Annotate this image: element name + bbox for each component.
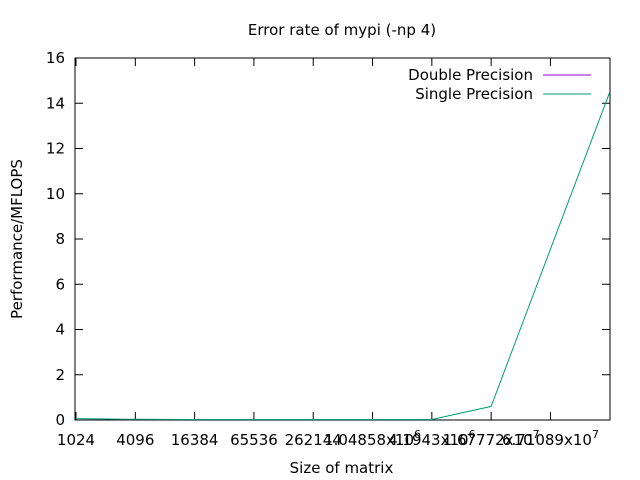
legend-label: Double Precision xyxy=(408,66,533,84)
x-axis-title: Size of matrix xyxy=(290,459,394,477)
y-tick-label: 16 xyxy=(46,49,65,67)
y-tick-label: 12 xyxy=(46,140,65,158)
x-tick-label: 6.71089x107 xyxy=(502,428,599,449)
y-tick-label: 14 xyxy=(46,94,65,112)
y-axis-title: Performance/MFLOPS xyxy=(8,159,26,319)
x-tick-label: 1024 xyxy=(57,431,95,449)
y-tick-label: 4 xyxy=(55,321,65,339)
x-tick-label: 4.1943x106 xyxy=(388,428,475,449)
y-tick-label: 8 xyxy=(55,230,65,248)
y-tick-label: 10 xyxy=(46,185,65,203)
chart-title: Error rate of mypi (-np 4) xyxy=(248,21,436,39)
x-axis: 1024 4096 16384 65536 2621441.04858x1064.194… xyxy=(57,58,599,449)
y-axis: 0 2 4 6 8 10 12 14 16 xyxy=(46,49,610,429)
y-tick-label: 0 xyxy=(55,411,65,429)
x-tick-label: 65536 xyxy=(230,431,278,449)
legend-label: Single Precision xyxy=(415,85,533,103)
plot-border xyxy=(74,57,611,421)
y-tick-label: 2 xyxy=(55,366,65,384)
x-tick-label: 1.04858x106 xyxy=(324,428,421,449)
x-tick-label: 1.67772x107 xyxy=(443,428,540,449)
x-tick-label: 4096 xyxy=(116,431,154,449)
series-line-2 xyxy=(75,91,611,420)
x-tick-label: 262144 xyxy=(285,431,342,449)
x-tick-label: 16384 xyxy=(171,431,219,449)
y-tick-label: 6 xyxy=(55,275,65,293)
series-layer xyxy=(75,91,611,420)
